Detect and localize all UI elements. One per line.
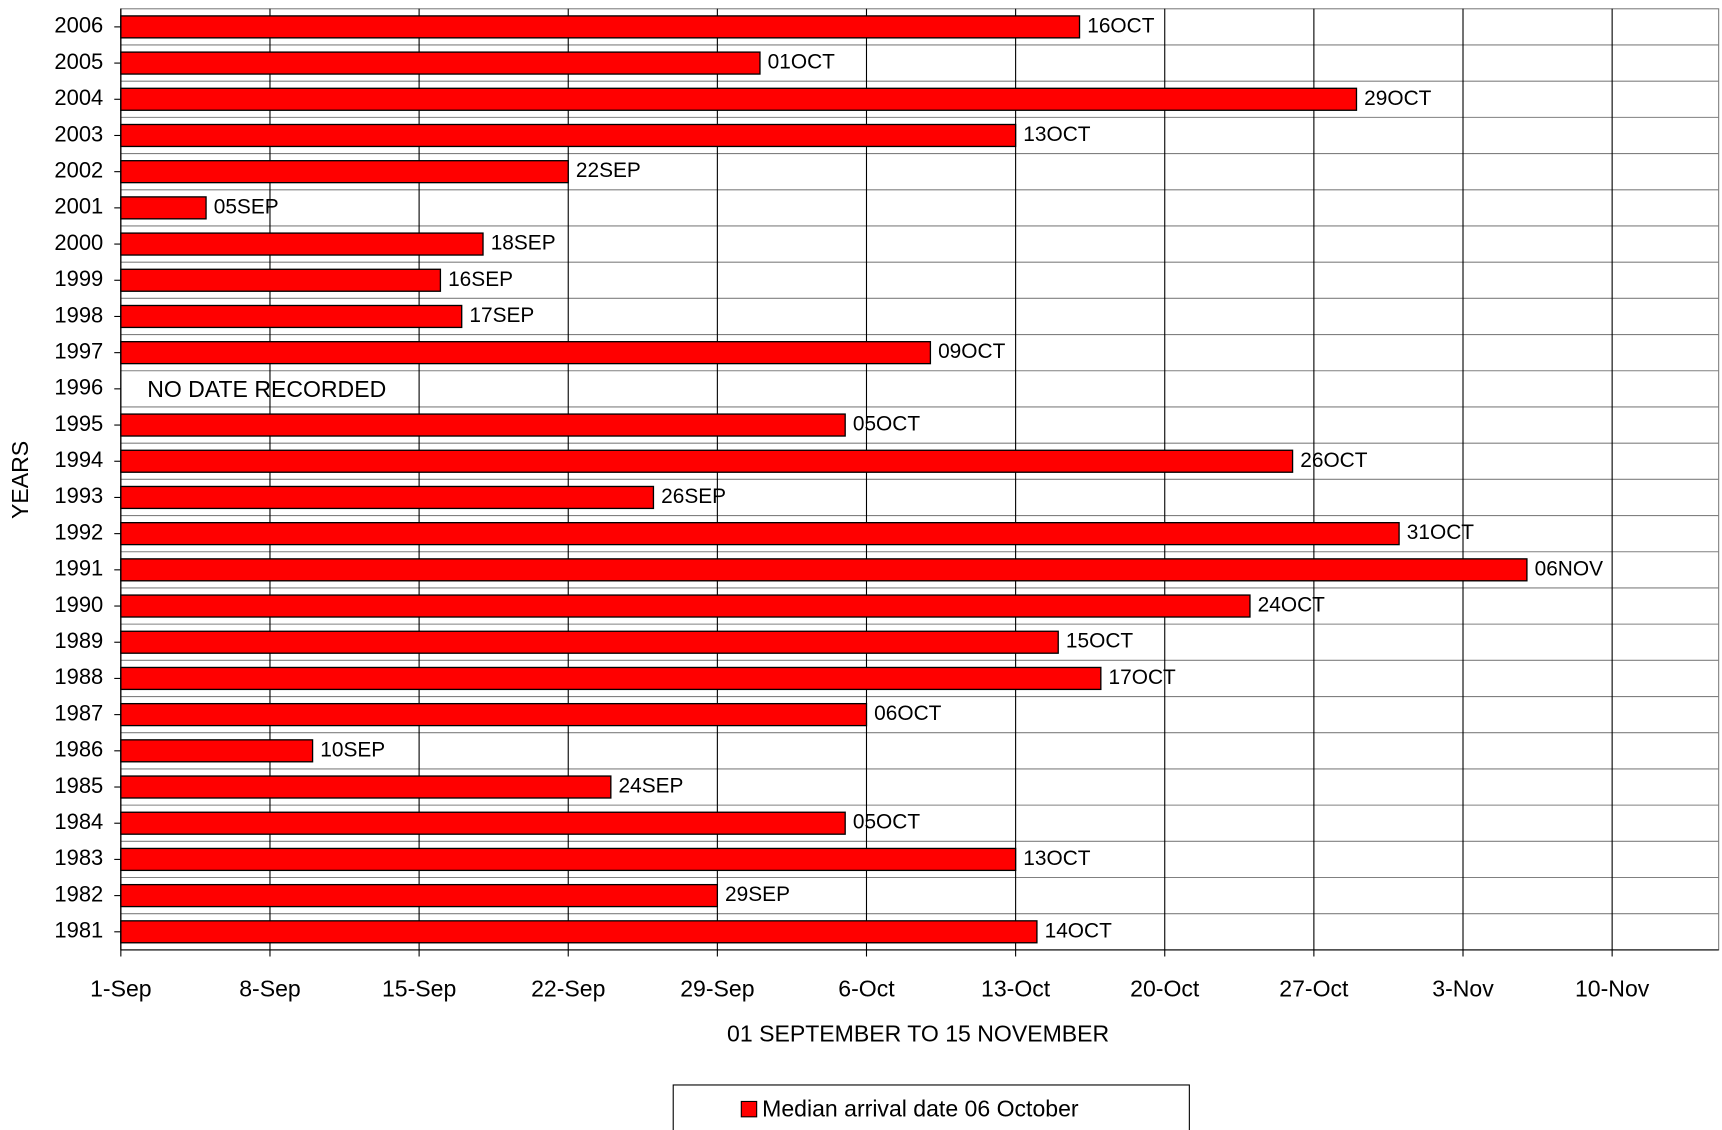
data-label: 09OCT bbox=[938, 340, 1005, 363]
data-label: 24OCT bbox=[1258, 594, 1325, 617]
data-label: 31OCT bbox=[1407, 521, 1474, 544]
y-tick-label: 1986 bbox=[54, 737, 103, 762]
bar bbox=[120, 87, 1358, 111]
y-tick-label: 2000 bbox=[54, 230, 103, 255]
bar bbox=[120, 485, 655, 510]
bar bbox=[120, 449, 1294, 473]
data-label: 05SEP bbox=[214, 195, 279, 218]
y-tick-label: 1992 bbox=[54, 519, 103, 544]
bar bbox=[120, 558, 1528, 582]
x-tick-label: 22-Sep bbox=[531, 976, 605, 1002]
y-tick-label: 1995 bbox=[54, 411, 103, 436]
bar bbox=[120, 232, 484, 256]
y-axis-label: YEARS bbox=[7, 441, 33, 519]
data-label: 16SEP bbox=[448, 268, 513, 291]
bar bbox=[120, 666, 1102, 691]
y-tick-label: 1993 bbox=[54, 483, 103, 508]
y-tick-label: 1990 bbox=[54, 592, 103, 617]
x-tick-label: 20-Oct bbox=[1130, 976, 1200, 1002]
y-tick-label: 2006 bbox=[54, 13, 103, 38]
data-label: 22SEP bbox=[576, 159, 641, 182]
bar bbox=[120, 594, 1251, 618]
legend-swatch bbox=[740, 1100, 758, 1118]
x-tick-label: 1-Sep bbox=[90, 976, 151, 1002]
y-tick-label: 1999 bbox=[54, 266, 103, 291]
bar bbox=[120, 341, 932, 365]
data-label: 01OCT bbox=[768, 51, 835, 74]
bar bbox=[120, 413, 846, 437]
y-tick-label: 1996 bbox=[54, 375, 103, 400]
y-tick-label: 1998 bbox=[54, 302, 103, 327]
y-tick-label: 1982 bbox=[54, 881, 103, 906]
data-label: 18SEP bbox=[491, 232, 556, 255]
y-tick-label: 2005 bbox=[54, 49, 103, 74]
x-tick-label: 13-Oct bbox=[981, 976, 1051, 1002]
y-tick-label: 1984 bbox=[54, 809, 103, 834]
bar bbox=[120, 51, 761, 75]
x-tick-label: 29-Sep bbox=[680, 976, 754, 1002]
y-tick-label: 1991 bbox=[54, 556, 103, 581]
y-tick-label: 1985 bbox=[54, 773, 103, 798]
data-label: 06OCT bbox=[874, 702, 941, 725]
data-label: 14OCT bbox=[1045, 919, 1112, 942]
data-label: 29OCT bbox=[1364, 87, 1431, 110]
x-tick-label: 8-Sep bbox=[239, 976, 301, 1002]
data-label: 06NOV bbox=[1535, 557, 1603, 580]
data-label: 05OCT bbox=[853, 811, 920, 834]
data-label: 15OCT bbox=[1066, 630, 1133, 653]
y-tick-label: 1988 bbox=[54, 664, 103, 689]
y-tick-label: 2002 bbox=[54, 157, 103, 182]
bar bbox=[120, 196, 207, 220]
y-tick-label: 2001 bbox=[54, 194, 103, 219]
data-label: 16OCT bbox=[1087, 14, 1154, 37]
x-tick-label: 3-Nov bbox=[1432, 976, 1494, 1002]
data-label: 26SEP bbox=[661, 485, 726, 508]
y-tick-label: 1994 bbox=[54, 447, 103, 472]
data-label: 13OCT bbox=[1023, 847, 1090, 870]
annotation: NO DATE RECORDED bbox=[147, 376, 386, 402]
bar bbox=[120, 15, 1081, 39]
data-label: 29SEP bbox=[725, 883, 790, 906]
bar bbox=[120, 304, 463, 329]
y-tick-label: 1989 bbox=[54, 628, 103, 653]
data-label: 13OCT bbox=[1023, 123, 1090, 146]
bar bbox=[120, 160, 569, 184]
data-label: 24SEP bbox=[619, 775, 684, 798]
bar bbox=[120, 883, 719, 908]
data-label: 10SEP bbox=[320, 738, 385, 761]
y-tick-label: 1997 bbox=[54, 338, 103, 363]
y-tick-label: 1983 bbox=[54, 845, 103, 870]
data-label: 05OCT bbox=[853, 413, 920, 436]
bar bbox=[120, 775, 612, 799]
data-label: 17SEP bbox=[469, 304, 534, 327]
bar bbox=[120, 123, 1017, 148]
x-tick-label: 15-Sep bbox=[382, 976, 456, 1002]
bar bbox=[120, 521, 1400, 546]
bar bbox=[120, 268, 442, 292]
y-tick-label: 1981 bbox=[54, 918, 103, 943]
bar bbox=[120, 847, 1017, 872]
bar bbox=[120, 739, 314, 763]
x-tick-label: 10-Nov bbox=[1575, 976, 1650, 1002]
y-tick-label: 2004 bbox=[54, 85, 103, 110]
x-tick-label: 27-Oct bbox=[1279, 976, 1349, 1002]
legend-box bbox=[672, 1084, 1190, 1130]
x-tick-label: 6-Oct bbox=[838, 976, 895, 1002]
legend-label: Median arrival date 06 October bbox=[762, 1095, 1079, 1121]
y-tick-label: 1987 bbox=[54, 700, 103, 725]
bar bbox=[120, 920, 1038, 944]
bar bbox=[120, 702, 868, 727]
data-label: 26OCT bbox=[1300, 449, 1367, 472]
bar bbox=[120, 630, 1059, 654]
bar bbox=[120, 811, 846, 835]
y-tick-label: 2003 bbox=[54, 121, 103, 146]
data-label: 17OCT bbox=[1109, 666, 1176, 689]
x-axis-label: 01 SEPTEMBER TO 15 NOVEMBER bbox=[727, 1021, 1109, 1047]
